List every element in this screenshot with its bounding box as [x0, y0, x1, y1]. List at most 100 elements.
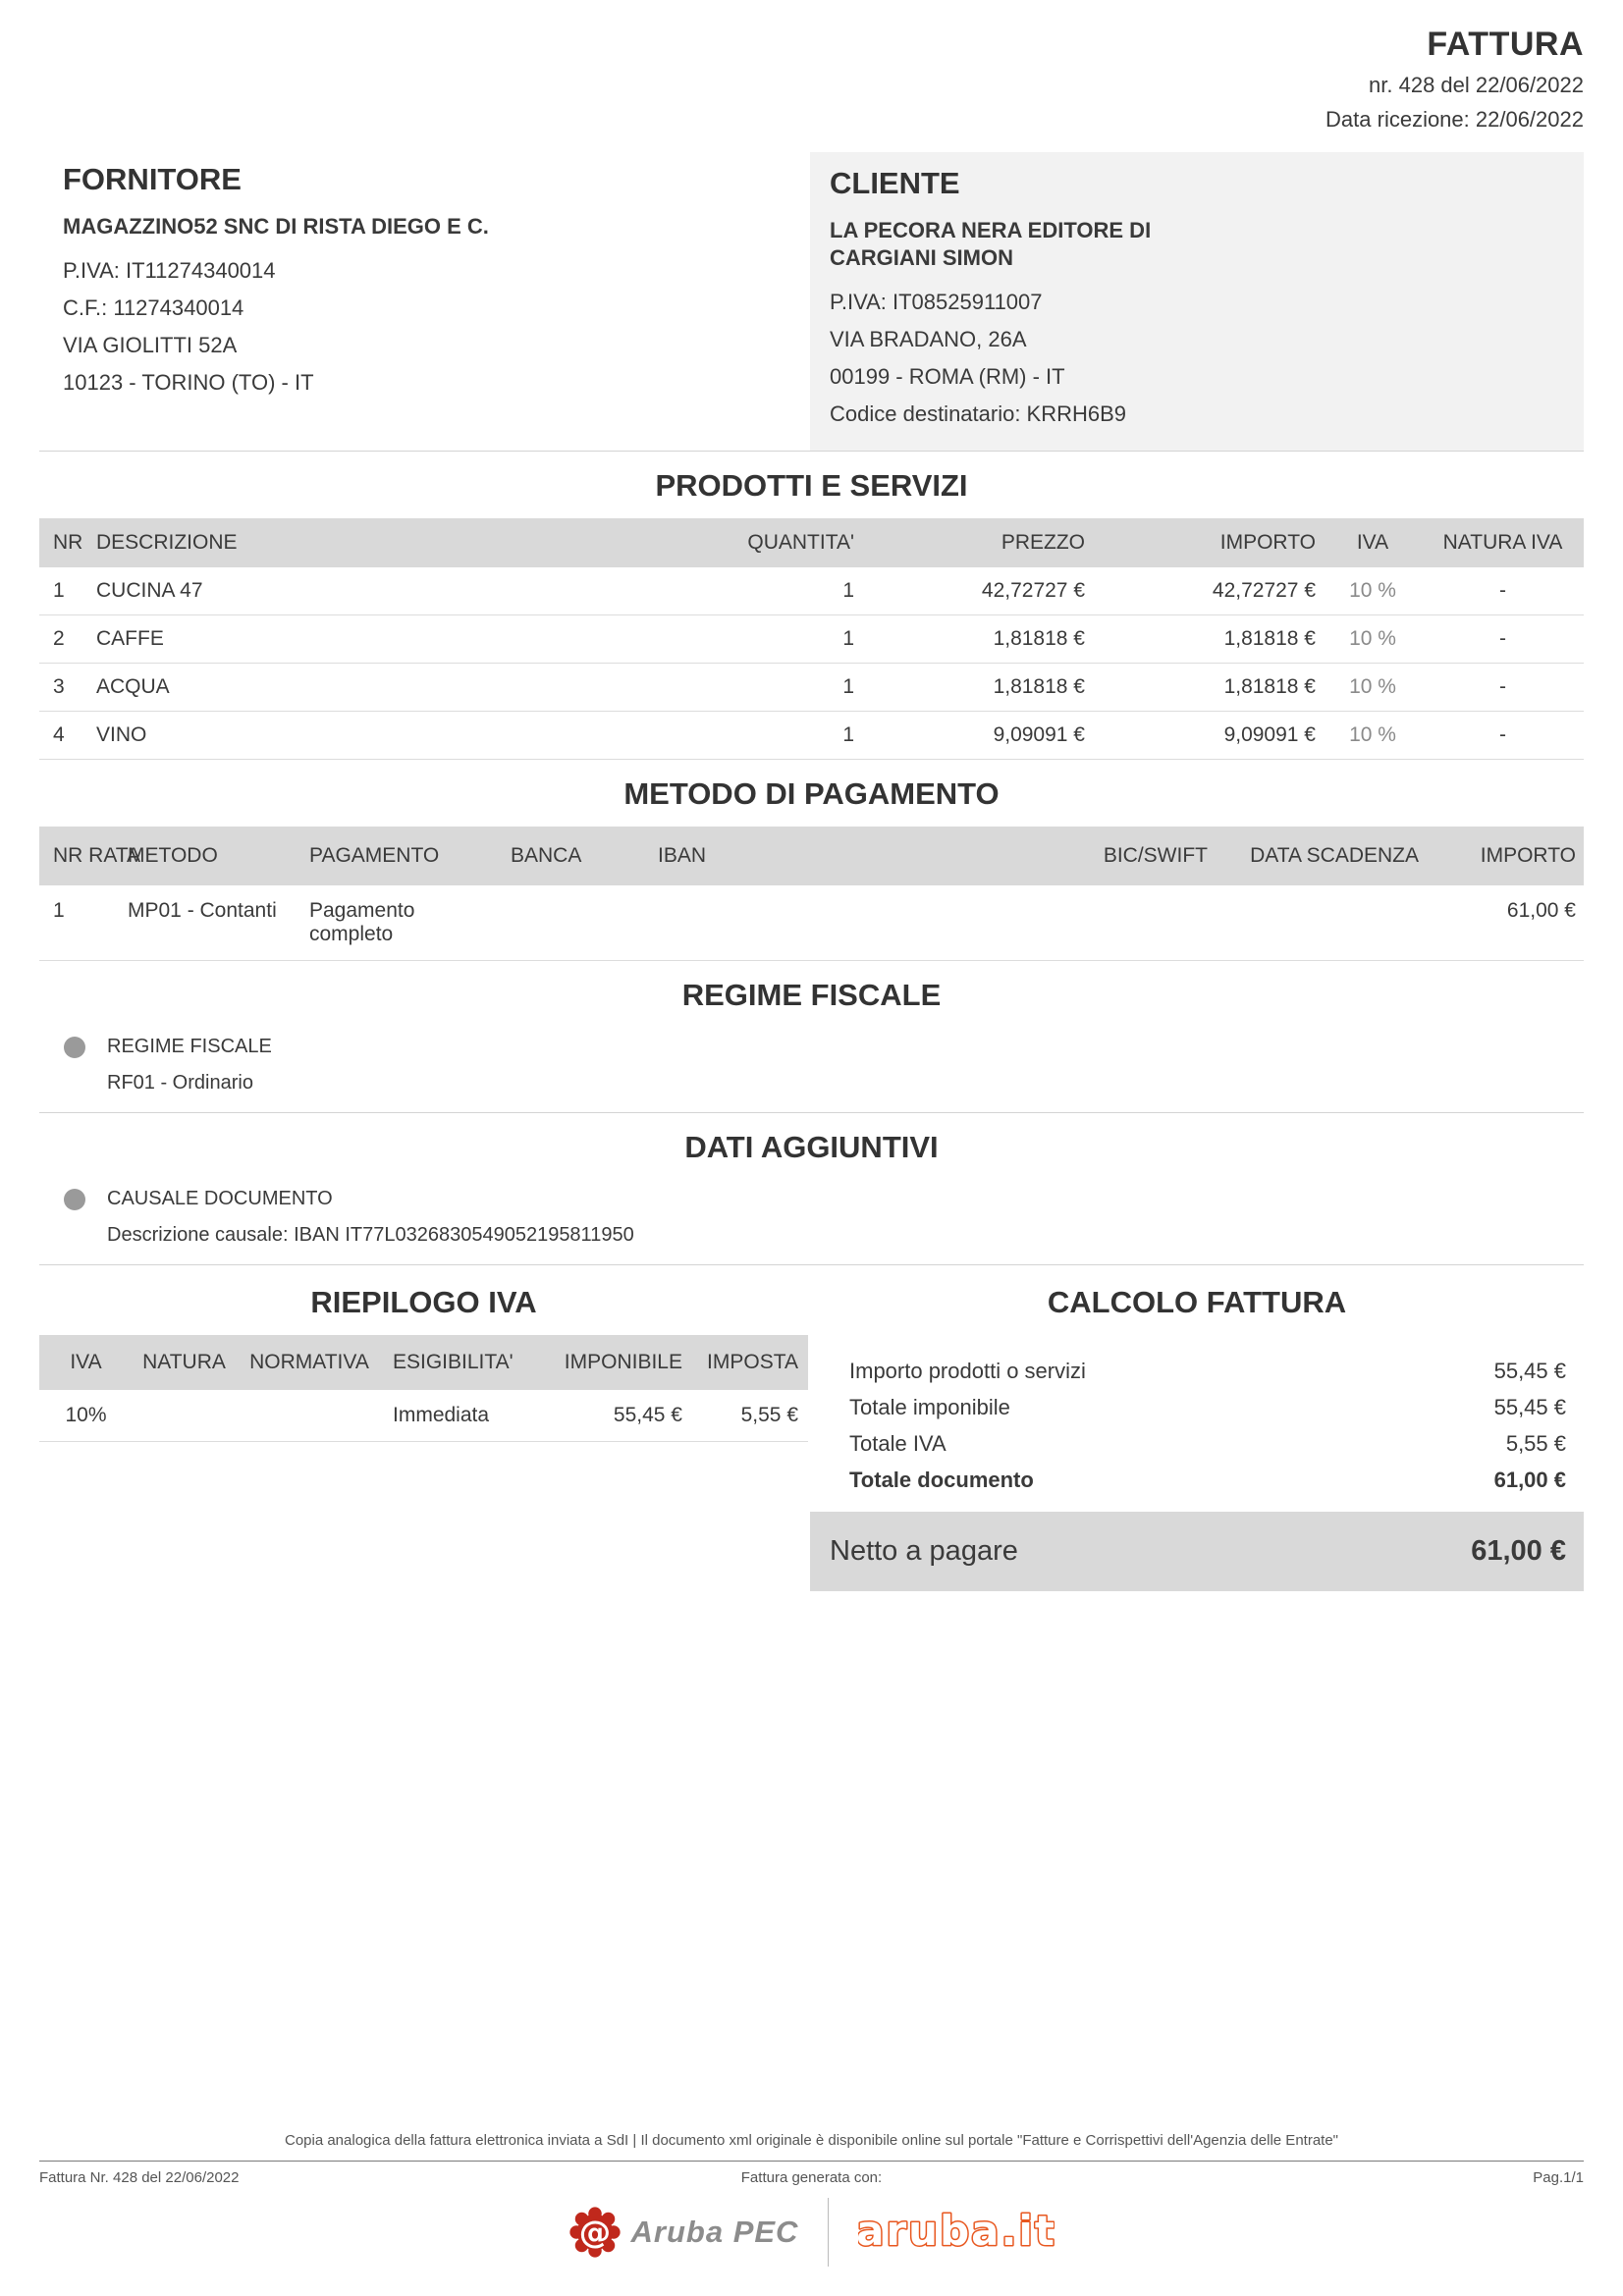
col-natura: NATURA	[133, 1335, 236, 1390]
product-price: 1,81818 €	[862, 663, 1093, 712]
supplier-heading: FORNITORE	[63, 162, 242, 196]
invoice-calculation-block: CALCOLO FATTURA Importo prodotti o servi…	[810, 1265, 1584, 1591]
payment-table: NR RATA METODO PAGAMENTO BANCA IBAN BIC/…	[39, 827, 1584, 961]
col-esigibilita: ESIGIBILITA'	[383, 1335, 545, 1390]
payment-bic	[1049, 885, 1216, 961]
product-row: 2 CAFFE 1 1,81818 € 1,81818 € 10 % -	[39, 614, 1584, 664]
col-natura-iva: NATURA IVA	[1422, 518, 1584, 567]
supplier-vat: P.IVA: IT11274340014	[63, 258, 276, 283]
payment-row: 1 MP01 - Contanti Pagamento completo 61,…	[39, 885, 1584, 961]
customer-heading: CLIENTE	[830, 166, 960, 200]
calc-row-document-total: Totale documento 61,00 €	[810, 1462, 1584, 1498]
calculation-title: CALCOLO FATTURA	[1047, 1285, 1347, 1319]
footer-divider	[39, 2161, 1584, 2162]
generated-with-label: Fattura generata con:	[740, 2169, 883, 2186]
col-data-scadenza: DATA SCADENZA	[1216, 827, 1427, 885]
col-imposta: IMPOSTA	[692, 1335, 808, 1390]
blank-space	[39, 1591, 1584, 2132]
col-importo: IMPORTO	[1093, 518, 1324, 567]
document-header: FATTURA nr. 428 del 22/06/2022 Data rice…	[39, 26, 1584, 133]
product-nr: 3	[39, 663, 88, 712]
calc-value: 55,45 €	[1493, 1395, 1566, 1419]
product-row: 4 VINO 1 9,09091 € 9,09091 € 10 % -	[39, 711, 1584, 760]
footer-page-number: Pag.1/1	[1533, 2169, 1584, 2186]
products-header-row: NR DESCRIZIONE QUANTITA' PREZZO IMPORTO …	[39, 518, 1584, 567]
products-table: NR DESCRIZIONE QUANTITA' PREZZO IMPORTO …	[39, 518, 1584, 760]
vat-taxable: 55,45 €	[545, 1390, 692, 1442]
product-price: 42,72727 €	[862, 567, 1093, 615]
col-quantita: QUANTITA'	[568, 518, 862, 567]
product-amount: 42,72727 €	[1093, 567, 1324, 615]
product-amount: 1,81818 €	[1093, 663, 1324, 712]
col-bic-swift: BIC/SWIFT	[1049, 827, 1216, 885]
vat-summary-table: IVA NATURA NORMATIVA ESIGIBILITA' IMPONI…	[39, 1335, 808, 1442]
causale-value: Descrizione causale: IBAN IT77L032683054…	[107, 1224, 634, 1246]
product-vat: 10 %	[1324, 663, 1422, 712]
calc-value: 61,00 €	[1493, 1468, 1566, 1492]
product-amount: 9,09091 €	[1093, 711, 1324, 760]
regime-label: REGIME FISCALE	[107, 1036, 272, 1057]
regime-value: RF01 - Ordinario	[107, 1072, 253, 1094]
payment-amount: 61,00 €	[1427, 885, 1584, 961]
calc-label: Totale documento	[849, 1468, 1034, 1492]
supplier-address: VIA GIOLITTI 52A	[63, 333, 238, 357]
col-imponibile: IMPONIBILE	[545, 1335, 692, 1390]
supplier-fiscal-code: C.F.: 11274340014	[63, 295, 244, 320]
aruba-pec-rosette-icon: @	[568, 2207, 621, 2258]
net-payable-box: Netto a pagare 61,00 €	[810, 1512, 1584, 1591]
customer-block: CLIENTE LA PECORA NERA EDITORE DI CARGIA…	[810, 152, 1584, 451]
payment-method: MP01 - Contanti	[120, 885, 301, 961]
payment-type: Pagamento completo	[301, 885, 503, 961]
product-vat: 10 %	[1324, 711, 1422, 760]
payment-section-title: METODO DI PAGAMENTO	[623, 776, 1000, 811]
calc-label: Totale IVA	[849, 1431, 947, 1456]
calc-row-products-amount: Importo prodotti o servizi 55,45 €	[810, 1353, 1584, 1389]
product-price: 1,81818 €	[862, 614, 1093, 664]
causale-label: CAUSALE DOCUMENTO	[107, 1188, 333, 1209]
col-normativa: NORMATIVA	[236, 1335, 383, 1390]
net-payable-label: Netto a pagare	[830, 1535, 1018, 1567]
col-nr-rata: NR RATA	[39, 827, 140, 885]
col-nr: NR	[39, 518, 88, 567]
product-vat: 10 %	[1324, 567, 1422, 615]
additional-data-section-title: DATI AGGIUNTIVI	[684, 1130, 939, 1164]
document-title: FATTURA	[1427, 26, 1584, 63]
vat-exigibility: Immediata	[383, 1390, 545, 1442]
vat-summary-title: RIEPILOGO IVA	[310, 1285, 537, 1319]
aruba-pec-logo: @ Aruba PEC	[568, 2206, 799, 2259]
col-iban: IBAN	[650, 827, 1049, 885]
regime-section-title: REGIME FISCALE	[681, 978, 942, 1012]
causale-block: CAUSALE DOCUMENTO Descrizione causale: I…	[39, 1180, 1584, 1264]
reception-date-line: Data ricezione: 22/06/2022	[1325, 107, 1584, 132]
logo-divider	[828, 2198, 830, 2267]
vat-header-row: IVA NATURA NORMATIVA ESIGIBILITA' IMPONI…	[39, 1335, 808, 1390]
customer-name: LA PECORA NERA EDITORE DI CARGIANI SIMON	[830, 218, 1152, 270]
product-quantity: 1	[568, 711, 862, 760]
invoice-number-line: nr. 428 del 22/06/2022	[1369, 73, 1584, 97]
product-vat-nature: -	[1422, 614, 1584, 664]
calc-row-taxable-total: Totale imponibile 55,45 €	[810, 1389, 1584, 1425]
calc-value: 5,55 €	[1505, 1431, 1566, 1456]
at-icon: @	[578, 2214, 610, 2251]
product-description: VINO	[88, 711, 568, 760]
calc-value: 55,45 €	[1493, 1359, 1566, 1383]
footer-invoice-ref: Fattura Nr. 428 del 22/06/2022	[39, 2169, 240, 2186]
payment-bank	[503, 885, 650, 961]
calc-row-vat-total: Totale IVA 5,55 €	[810, 1425, 1584, 1462]
vat-rate: 10%	[39, 1390, 133, 1442]
vat-tax: 5,55 €	[692, 1390, 808, 1442]
product-nr: 4	[39, 711, 88, 760]
col-banca: BANCA	[503, 827, 650, 885]
product-nr: 2	[39, 614, 88, 664]
product-quantity: 1	[568, 567, 862, 615]
aruba-it-logo: aruba.it	[858, 2206, 1055, 2257]
vat-summary-block: RIEPILOGO IVA IVA NATURA NORMATIVA ESIGI…	[39, 1265, 808, 1442]
col-pagamento: PAGAMENTO	[301, 827, 503, 885]
col-iva-rate: IVA	[39, 1335, 133, 1390]
product-description: CAFFE	[88, 614, 568, 664]
payment-nr: 1	[39, 885, 120, 961]
product-vat-nature: -	[1422, 711, 1584, 760]
product-row: 1 CUCINA 47 1 42,72727 € 42,72727 € 10 %…	[39, 567, 1584, 615]
totals-section: RIEPILOGO IVA IVA NATURA NORMATIVA ESIGI…	[39, 1265, 1584, 1591]
vat-regulation	[236, 1390, 383, 1442]
